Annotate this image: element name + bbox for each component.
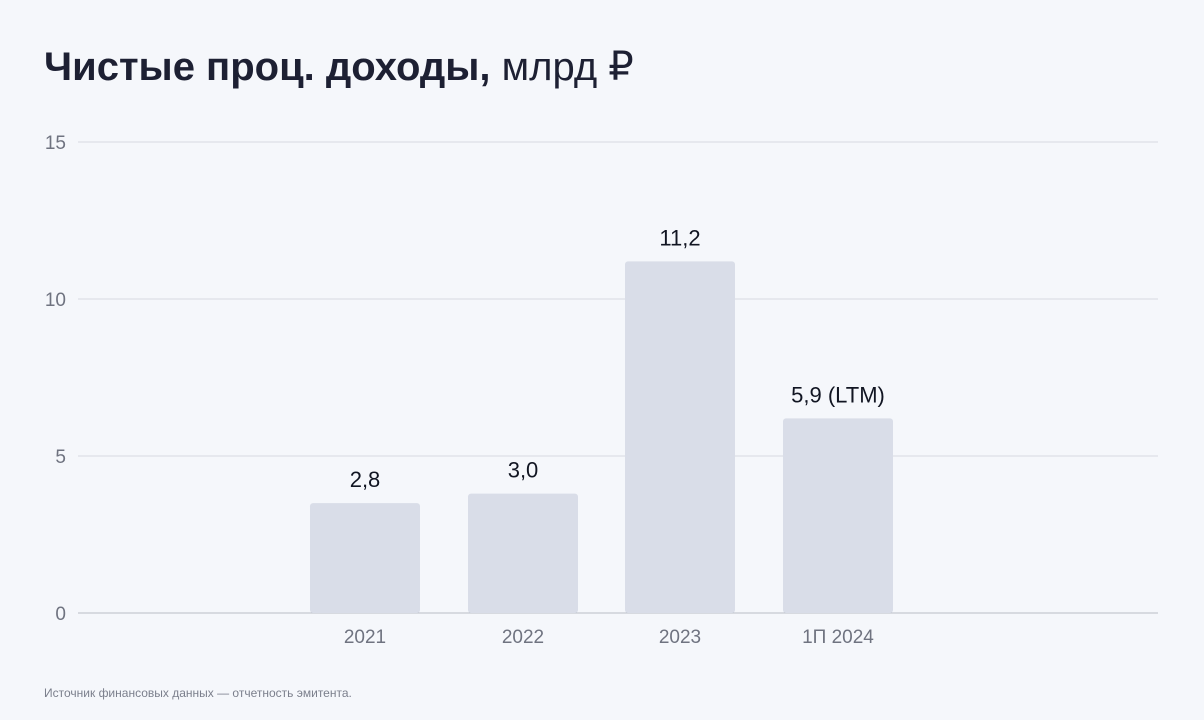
bar: [468, 493, 578, 613]
bar: [625, 261, 735, 613]
x-tick-label: 2021: [344, 627, 386, 648]
y-tick-label: 5: [55, 447, 66, 468]
source-note: Источник финансовых данных — отчетность …: [44, 686, 352, 700]
y-tick-label: 10: [45, 290, 66, 311]
chart-title: Чистые проц. доходы, млрд ₽: [44, 42, 634, 92]
chart-title-main: Чистые проц. доходы,: [44, 45, 491, 89]
data-label: 11,2: [659, 225, 700, 250]
x-tick-label: 1П 2024: [802, 627, 874, 648]
y-tick-label: 0: [55, 604, 66, 625]
x-tick-label: 2023: [659, 627, 701, 648]
y-tick-label: 15: [45, 133, 66, 154]
bar: [310, 503, 420, 613]
bar: [783, 418, 893, 613]
bar-chart: 0 5 10 15 2,8 2021 3,0 2022 11,2 2023 5,9 (LTM) 1П …: [45, 133, 1158, 648]
data-label: 5,9 (LTM): [791, 382, 885, 407]
x-tick-label: 2022: [502, 627, 544, 648]
chart-title-unit: млрд ₽: [501, 45, 634, 89]
data-label: 3,0: [508, 458, 539, 483]
data-label: 2,8: [350, 467, 381, 492]
